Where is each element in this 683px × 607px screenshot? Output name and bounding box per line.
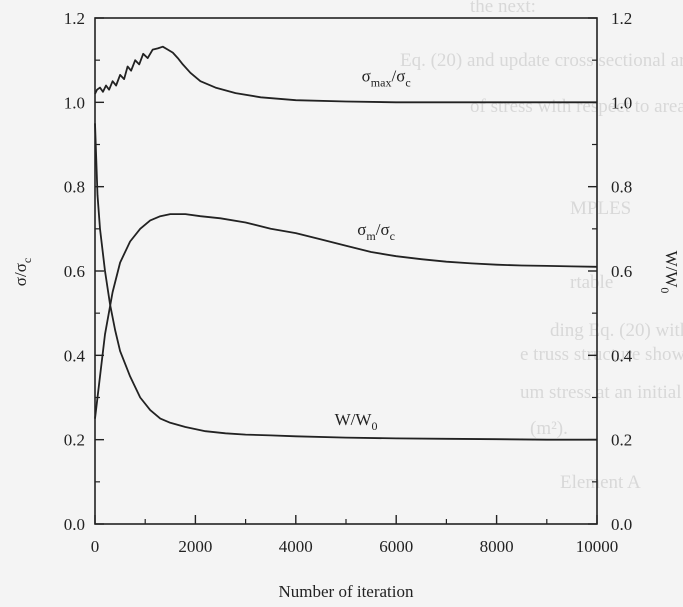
x-tick-label: 6000 [379, 537, 413, 556]
background-text-line: Eq. (20) and update cross sectional area… [400, 50, 683, 71]
background-text-line: rtable [570, 272, 613, 293]
series-labels: σmax/σc σm/σc W/W0 [335, 66, 411, 433]
series-label-0: σmax/σc [362, 66, 411, 89]
tick-labels: 0 2000 4000 6000 8000 10000 0.0 0.0 0.2 0.2 0.4 0.4… [64, 9, 633, 556]
background-text-line: (m²). [530, 418, 568, 439]
series-label-2: W/W0 [335, 410, 378, 433]
background-text-line: the next: [470, 0, 536, 17]
series-label-1: σm/σc [357, 220, 395, 243]
y-tick-label-left: 0.4 [64, 346, 86, 365]
background-text-line: um stress at an initial assumed structur… [520, 382, 683, 403]
x-axis-label: Number of iteration [278, 582, 414, 601]
y-tick-label-left: 0.2 [64, 431, 85, 450]
y-tick-label-right: 0.2 [611, 431, 632, 450]
y-tick-label-right: 0.6 [611, 262, 632, 281]
x-tick-label: 0 [91, 537, 100, 556]
background-text-line: MPLES [570, 198, 631, 219]
x-tick-label: 8000 [480, 537, 514, 556]
y-tick-label-left: 0.6 [64, 262, 85, 281]
series-line-2 [94, 123, 597, 441]
y-tick-label-right: 1.2 [611, 9, 632, 28]
y-axis-label-right: W/W0 [658, 251, 681, 294]
background-text-line: of stress with respect to area A of elem… [470, 96, 683, 117]
y-tick-label-left: 1.0 [64, 93, 85, 112]
y-tick-label-right: 0.8 [611, 178, 632, 197]
y-tick-label-left: 1.2 [64, 9, 85, 28]
y-tick-label-right: 0.4 [611, 346, 633, 365]
y-axis-label-left: σ/σc [11, 258, 34, 286]
background-text-line: e truss structure shown in Fig. 2. Desig… [520, 344, 683, 365]
x-tick-label: 4000 [279, 537, 313, 556]
x-tick-label: 2000 [178, 537, 212, 556]
tick-marks [94, 17, 598, 525]
y-tick-label-left: 0.8 [64, 178, 85, 197]
plot-frame [94, 17, 598, 525]
series-lines [94, 45, 598, 441]
background-text-line: Element A [560, 472, 641, 493]
background-text-line: ding Eq. (20) with respect to A, we have [550, 320, 683, 341]
background-text: the next: Eq. (20) and update cross secti… [400, 0, 683, 493]
y-tick-label-right: 1.0 [611, 93, 632, 112]
x-tick-label: 10000 [576, 537, 619, 556]
y-tick-label-right: 0.0 [611, 515, 632, 534]
series-line-0 [94, 45, 597, 104]
y-tick-label-left: 0.0 [64, 515, 85, 534]
series-line-1 [94, 213, 598, 419]
